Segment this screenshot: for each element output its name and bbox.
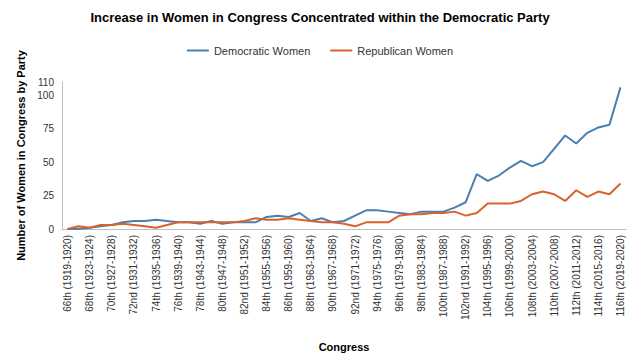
svg-text:92nd (1971-1972): 92nd (1971-1972) bbox=[350, 235, 361, 315]
svg-text:72nd (1931-1932): 72nd (1931-1932) bbox=[128, 235, 139, 315]
svg-text:104th (1995-1996): 104th (1995-1996) bbox=[482, 235, 493, 317]
svg-text:86th (1959-1960): 86th (1959-1960) bbox=[283, 235, 294, 312]
svg-text:110th (2007-2008): 110th (2007-2008) bbox=[549, 235, 560, 317]
svg-text:110: 110 bbox=[38, 77, 54, 88]
svg-text:Increase in Women in Congress: Increase in Women in Congress Concentrat… bbox=[90, 10, 550, 25]
svg-text:Congress: Congress bbox=[319, 341, 370, 353]
svg-text:68th (1923-1924): 68th (1923-1924) bbox=[84, 235, 95, 312]
svg-text:90th (1967-1968): 90th (1967-1968) bbox=[327, 235, 338, 312]
svg-text:80th (1947-1948): 80th (1947-1948) bbox=[217, 235, 228, 312]
svg-text:Republican Women: Republican Women bbox=[357, 45, 453, 57]
svg-text:82nd (1951-1952): 82nd (1951-1952) bbox=[239, 235, 250, 315]
svg-text:98th (1983-1984): 98th (1983-1984) bbox=[416, 235, 427, 312]
svg-text:88th (1963-1964): 88th (1963-1964) bbox=[305, 235, 316, 312]
svg-text:78th (1943-1944): 78th (1943-1944) bbox=[195, 235, 206, 312]
svg-text:114th (2015-2016): 114th (2015-2016) bbox=[593, 235, 604, 317]
svg-text:Number of Women in Congress by: Number of Women in Congress by Party bbox=[15, 49, 27, 261]
svg-text:0: 0 bbox=[48, 224, 54, 235]
svg-text:94th (1975-1976): 94th (1975-1976) bbox=[372, 235, 383, 312]
svg-text:100th (1987-1988): 100th (1987-1988) bbox=[438, 235, 449, 317]
svg-text:25: 25 bbox=[43, 190, 55, 201]
svg-text:74th (1935-1936): 74th (1935-1936) bbox=[151, 235, 162, 312]
svg-text:112th (2011-2012): 112th (2011-2012) bbox=[571, 235, 582, 316]
svg-text:106th (1999-2000): 106th (1999-2000) bbox=[504, 235, 515, 317]
svg-text:50: 50 bbox=[43, 157, 55, 168]
svg-text:116th (2019-2020): 116th (2019-2020) bbox=[615, 235, 626, 317]
svg-text:108th (2003-2004): 108th (2003-2004) bbox=[527, 235, 538, 317]
svg-text:96th (1979-1980): 96th (1979-1980) bbox=[394, 235, 405, 312]
svg-text:Democratic Women: Democratic Women bbox=[214, 45, 310, 57]
svg-text:84th (1955-1956): 84th (1955-1956) bbox=[261, 235, 272, 312]
svg-text:75: 75 bbox=[43, 123, 55, 134]
svg-text:70th (1927-1928): 70th (1927-1928) bbox=[106, 235, 117, 312]
svg-text:102nd (1991-1992): 102nd (1991-1992) bbox=[460, 235, 471, 320]
svg-text:66th (1919-1920): 66th (1919-1920) bbox=[62, 235, 73, 312]
svg-text:76th (1939-1940): 76th (1939-1940) bbox=[173, 235, 184, 312]
svg-text:100: 100 bbox=[37, 90, 54, 101]
